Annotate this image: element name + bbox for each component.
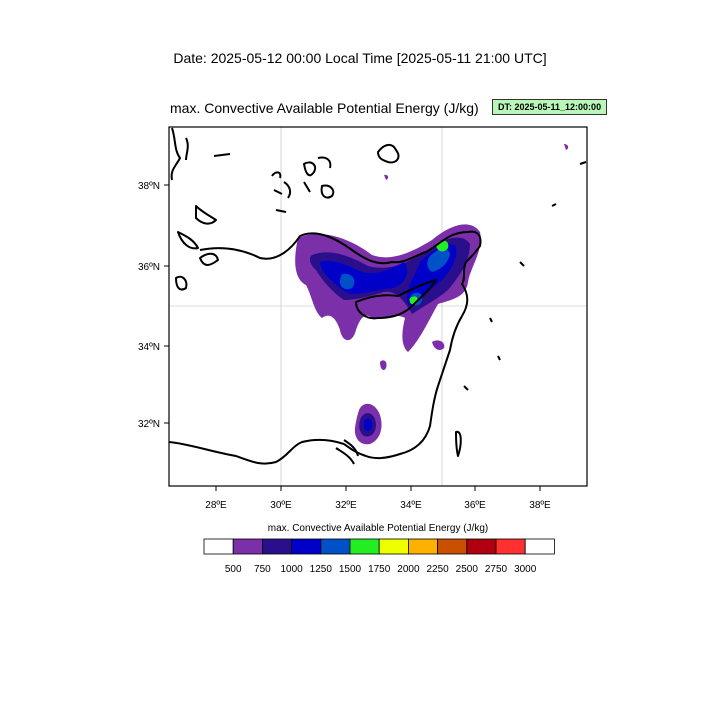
colorbar-label-1250: 1250 xyxy=(310,564,333,575)
coastline-egypt xyxy=(169,438,345,465)
colorbar-label-1500: 1500 xyxy=(339,564,362,575)
coastline-island-7 xyxy=(303,156,332,177)
coastline-anatolia xyxy=(199,230,482,317)
colorbar-label-3000: 3000 xyxy=(514,564,537,575)
coastline-island-4 xyxy=(175,275,188,291)
colorbar-swatch-10 xyxy=(495,538,526,555)
axis-ticks xyxy=(164,184,541,491)
colorbar-label-1750: 1750 xyxy=(368,564,391,575)
coastline-island-8 xyxy=(303,181,335,199)
coastline-island-2 xyxy=(177,231,199,250)
coastline-island-6 xyxy=(271,171,292,213)
colorbar-swatch-8 xyxy=(437,538,468,555)
colorbar-label-1000: 1000 xyxy=(280,564,303,575)
colorbar-swatch-1 xyxy=(232,538,263,555)
colorbar-swatch-9 xyxy=(466,538,497,555)
dt-badge: DT: 2025-05-11_12:00:00 xyxy=(492,99,608,115)
coastline-island-1 xyxy=(195,205,217,225)
map-title: max. Convective Available Potential Ener… xyxy=(170,100,479,116)
colorbar-title: max. Convective Available Potential Ener… xyxy=(267,523,489,534)
coastline-lake-3 xyxy=(519,203,557,267)
coastline-nile-delta xyxy=(335,439,359,465)
colorbar-swatch-2 xyxy=(261,538,292,555)
lon-tick-34: 34ºE xyxy=(400,500,422,511)
lat-tick-labels: 38ºN 36ºN 34ºN 32ºN xyxy=(138,181,160,430)
colorbar: 500 750 1000 1250 1500 1750 2000 2250 2500 2750 30… xyxy=(203,538,555,575)
colorbar-swatch-5 xyxy=(349,538,380,555)
map-frame xyxy=(168,126,588,487)
date-title: Date: 2025-05-12 00:00 Local Time [2025-… xyxy=(173,50,547,66)
colorbar-swatch-7 xyxy=(407,538,438,555)
colorbar-swatch-6 xyxy=(378,538,409,555)
colorbar-label-500: 500 xyxy=(225,564,242,575)
coastline-crete xyxy=(170,127,189,181)
lon-tick-30: 30ºE xyxy=(270,500,292,511)
coastline-island-3 xyxy=(199,252,219,266)
coastline-lake-4 xyxy=(579,161,587,165)
colorbar-swatch-11 xyxy=(524,538,555,555)
lat-tick-34: 34ºN xyxy=(138,342,160,353)
colorbar-swatch-4 xyxy=(320,538,351,555)
lon-tick-labels: 28ºE 30ºE 32ºE 34ºE 36ºE 38ºE xyxy=(205,500,551,511)
colorbar-label-750: 750 xyxy=(254,564,271,575)
colorbar-label-2000: 2000 xyxy=(397,564,420,575)
lat-tick-38: 38ºN xyxy=(138,181,160,192)
coastline-levant xyxy=(343,315,463,460)
coastline-island-9 xyxy=(377,144,400,164)
coastline-cyprus xyxy=(355,279,437,320)
lon-tick-32: 32ºE xyxy=(335,500,357,511)
colorbar-swatch-0 xyxy=(203,538,234,555)
coastline-lake-1 xyxy=(455,430,462,457)
coastline-lake-2 xyxy=(463,317,501,391)
colorbar-swatch-3 xyxy=(291,538,322,555)
lat-tick-32: 32ºN xyxy=(138,419,160,430)
lon-tick-28: 28ºE xyxy=(205,500,227,511)
colorbar-label-2500: 2500 xyxy=(456,564,479,575)
lon-tick-36: 36ºE xyxy=(464,500,486,511)
colorbar-label-2250: 2250 xyxy=(426,564,449,575)
coastlines xyxy=(169,127,587,465)
cape-shading-1000 xyxy=(320,244,457,431)
lon-tick-38: 38ºE xyxy=(529,500,551,511)
lat-tick-36: 36ºN xyxy=(138,262,160,273)
colorbar-label-2750: 2750 xyxy=(485,564,508,575)
coastline-island-5 xyxy=(213,153,231,157)
